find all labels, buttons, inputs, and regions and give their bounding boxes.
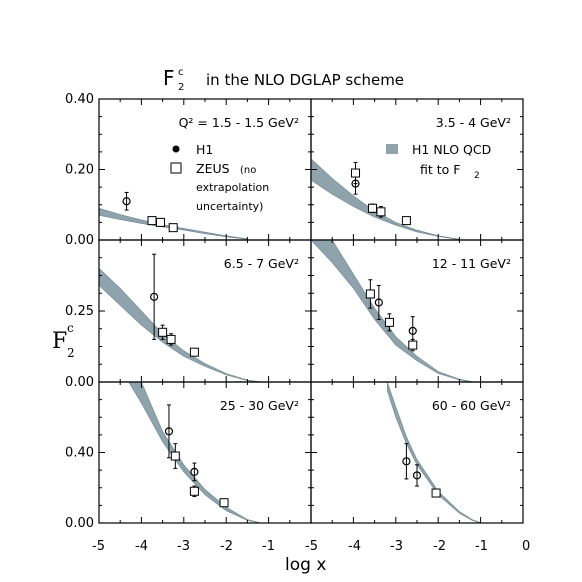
zeus-point (431, 488, 441, 498)
x-tick-label: -2 (220, 539, 233, 554)
h1-point (374, 298, 383, 307)
legend-h1: H1 (196, 142, 213, 157)
x-tick-label: -5 (305, 539, 318, 554)
zeus-point (166, 334, 176, 344)
y-tick-label: 0.00 (65, 516, 94, 531)
h1-point (402, 457, 411, 466)
panel-middle-right: 12 - 11 GeV² (310, 239, 524, 383)
legend-h1-marker (172, 145, 180, 153)
title-sup: c (178, 67, 184, 78)
legend-zeus: ZEUS (196, 161, 230, 176)
panel-top-left: 0.00 0.20 0.40 Q² = 1.5 - 1.5 GeV² (65, 92, 312, 248)
title-sub: 2 (178, 82, 184, 93)
q2-label: 12 - 11 GeV² (432, 256, 511, 271)
q2-label: 25 - 30 GeV² (220, 398, 299, 413)
legend-zeus-note: (no (240, 165, 256, 176)
h1-point (412, 471, 422, 480)
y-tick-label: 0.00 (65, 375, 94, 390)
x-tick-label: -1 (475, 539, 488, 554)
legend-zeus-marker (170, 162, 182, 174)
zeus-point (401, 216, 411, 226)
x-tick-label: -5 (92, 539, 105, 554)
x-tick-label: -4 (348, 539, 361, 554)
panels: 0.00 0.20 0.40 Q² = 1.5 - 1.5 GeV² 3.5 - 4 G… (65, 92, 524, 531)
zeus-point (147, 216, 157, 226)
legend-fit2: fit to F (420, 162, 460, 177)
legend-fit: H1 NLO QCD (412, 142, 491, 157)
x-tick-label: -4 (135, 539, 148, 554)
h1-point (164, 427, 174, 436)
fit-band (98, 267, 261, 383)
x-tick-label: -3 (177, 539, 190, 554)
panel-middle-left: 0.00 0.25 6.5 - 7 GeV² (65, 239, 312, 390)
panel-top-right: 3.5 - 4 GeV² (310, 98, 524, 241)
panel-bottom-right: 60 - 60 GeV² (310, 381, 524, 524)
x-tick-labels: -5 -4 -3 -2 -1 -5 -4 -3 -2 -1 0 (92, 539, 530, 554)
zeus-point (219, 498, 229, 508)
q2-label: 60 - 60 GeV² (432, 398, 511, 413)
zeus-point (367, 203, 377, 213)
y-axis-title: F c 2 (52, 321, 75, 360)
y-tick-label: 0.20 (65, 163, 94, 178)
panel-bottom-left: 0.00 0.40 25 - 30 GeV² (65, 381, 312, 531)
y-tick-label: 0.40 (65, 92, 94, 107)
figure-title: F c 2 in the NLO DGLAP scheme (163, 66, 404, 93)
y-axis-sub: 2 (67, 346, 75, 360)
zeus-point (168, 223, 178, 233)
zeus-point (351, 168, 361, 178)
title-rest: in the NLO DGLAP scheme (206, 71, 404, 89)
title-f: F (163, 66, 175, 90)
h1-point (122, 197, 131, 206)
x-tick-label: -2 (433, 539, 446, 554)
y-tick-label: 0.25 (65, 304, 94, 319)
legend-zeus-note2: extrapolation (196, 181, 269, 194)
q2-label: 6.5 - 7 GeV² (224, 256, 299, 271)
zeus-point (158, 327, 168, 337)
zeus-point (155, 217, 165, 227)
h1-point (190, 467, 199, 476)
y-axis-sup: c (67, 321, 74, 335)
x-tick-label: -1 (262, 539, 275, 554)
zeus-point (384, 317, 394, 327)
legend-fit-swatch (386, 144, 398, 154)
x-tick-label: -3 (390, 539, 403, 554)
h1-point (150, 292, 159, 301)
zeus-point (408, 340, 418, 350)
legend-fit: H1 NLO QCD fit to F 2 (386, 142, 491, 181)
q2-label: Q² = 1.5 - 1.5 GeV² (179, 115, 299, 130)
q2-label: 3.5 - 4 GeV² (436, 115, 511, 130)
legend-fit2-sub: 2 (474, 171, 480, 181)
x-tick-label: 0 (522, 539, 530, 554)
zeus-point (189, 486, 199, 496)
zeus-point (170, 451, 180, 461)
zeus-point (189, 347, 199, 357)
y-tick-label: 0.40 (65, 446, 94, 461)
y-axis-f: F (52, 329, 67, 354)
x-axis-title: log x (285, 555, 326, 575)
y-tick-label: 0.00 (65, 233, 94, 248)
legend-h1-zeus: H1 ZEUS (no extrapolation uncertainty) (170, 142, 269, 213)
zeus-point (365, 289, 375, 299)
zeus-point (376, 207, 386, 217)
h1-point (408, 326, 417, 335)
legend-zeus-note3: uncertainty) (196, 200, 263, 213)
